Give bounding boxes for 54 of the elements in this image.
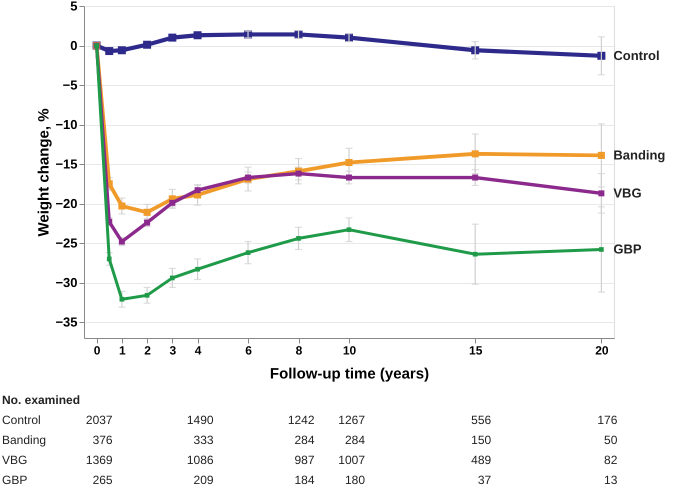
x-tick-label: 1 — [119, 344, 126, 358]
text: VBG — [2, 453, 28, 467]
text: Control — [2, 413, 41, 427]
text: 284 — [344, 433, 366, 447]
y-axis-title: Weight change, % — [35, 108, 52, 237]
text: 1267 — [338, 413, 366, 427]
text: 180 — [344, 473, 366, 487]
x-tick-label: 8 — [296, 344, 303, 358]
text: 376 — [92, 433, 113, 447]
y-tick-label: 0 — [70, 38, 78, 54]
y-tick-label: 5 — [70, 0, 78, 14]
x-axis-title: Follow-up time (years) — [270, 366, 430, 382]
x-tick-label: 4 — [194, 344, 202, 358]
text: 284 — [294, 433, 315, 447]
text: 184 — [294, 473, 315, 487]
text: 987 — [294, 453, 315, 467]
text: 82 — [604, 453, 618, 467]
series-label: Banding — [613, 147, 666, 162]
series-label: VBG — [613, 185, 642, 200]
x-tick-label: 10 — [342, 344, 356, 358]
x-tick-label: 15 — [469, 344, 483, 358]
text: 209 — [194, 473, 214, 487]
text: 556 — [471, 413, 492, 427]
text: 1007 — [338, 453, 366, 467]
text: 333 — [194, 433, 214, 447]
series-label: Control — [613, 48, 660, 63]
text: 13 — [604, 473, 618, 487]
text: Banding — [2, 433, 46, 447]
y-tick-label: −15 — [55, 156, 78, 172]
text: 2037 — [86, 413, 113, 427]
y-tick-label: −30 — [55, 275, 78, 290]
y-tick-label: −20 — [55, 196, 78, 212]
text: 489 — [471, 453, 492, 467]
x-tick-label: 0 — [94, 344, 101, 358]
x-tick-label: 6 — [245, 344, 252, 358]
text: 150 — [471, 433, 492, 447]
series-label: GBP — [613, 241, 642, 256]
text: 1242 — [288, 413, 315, 427]
text: No. examined — [2, 393, 80, 407]
text: 265 — [92, 473, 113, 487]
text: 50 — [604, 433, 618, 447]
text: 1490 — [186, 413, 214, 427]
y-tick-label: −5 — [62, 78, 78, 93]
text: GBP — [2, 473, 28, 487]
x-tick-label: 3 — [169, 344, 176, 358]
text: 1369 — [86, 453, 113, 467]
x-tick-label: 20 — [595, 344, 609, 358]
text: 1086 — [186, 453, 214, 467]
y-tick-label: −35 — [55, 314, 78, 330]
y-tick-label: −25 — [55, 236, 78, 251]
text: 176 — [597, 413, 618, 427]
text: 37 — [478, 473, 492, 487]
x-tick-label: 2 — [144, 344, 152, 358]
y-tick-label: −10 — [55, 117, 78, 132]
